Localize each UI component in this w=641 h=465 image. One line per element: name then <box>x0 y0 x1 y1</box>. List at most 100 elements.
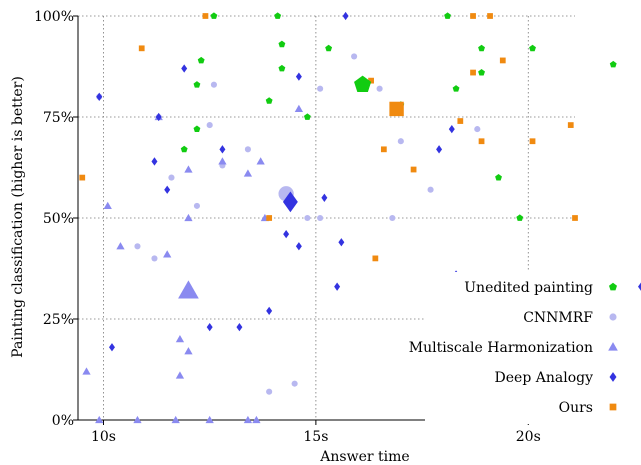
y-axis-label: Painting classification (higher is bette… <box>10 76 26 358</box>
multiscale-harmonization-point <box>95 416 103 423</box>
unedited-painting-point <box>278 65 285 72</box>
cnnmrf-point <box>351 53 357 59</box>
deep-analogy-point <box>449 125 455 133</box>
multiscale-harmonization-point <box>184 165 192 172</box>
x-axis-label: Answer time <box>319 449 409 465</box>
cnnmrf-point <box>245 146 251 152</box>
cnnmrf-point <box>211 82 217 88</box>
unedited-painting-point <box>495 174 502 181</box>
ours-point <box>79 175 85 181</box>
cnnmrf-point <box>151 255 157 261</box>
ours-point <box>487 13 493 19</box>
ours-point <box>381 146 387 152</box>
cnnmrf-point <box>304 215 310 221</box>
legend-label-ours: Ours <box>559 400 593 416</box>
x-tick-label: 10s <box>91 429 116 445</box>
cnnmrf-point <box>389 215 395 221</box>
multiscale-harmonization-point <box>172 416 180 423</box>
x-tick-label: 20s <box>516 429 541 445</box>
deep-analogy-point <box>321 194 327 202</box>
y-tick-label: 25% <box>43 312 74 328</box>
ours-mean-point <box>389 102 403 116</box>
multiscale-harmonization-point <box>82 367 90 374</box>
deep-analogy-point <box>236 323 242 331</box>
deep-analogy-point <box>283 230 289 238</box>
ours-point <box>203 13 209 19</box>
ours-point <box>411 167 417 173</box>
multiscale-harmonization-point <box>257 157 265 164</box>
unedited-painting-point <box>211 12 218 19</box>
unedited-painting-point <box>516 214 523 221</box>
cnnmrf-point <box>194 203 200 209</box>
multiscale-harmonization-point <box>244 416 252 423</box>
unedited-painting-point <box>274 12 281 19</box>
unedited-painting-point <box>453 85 460 92</box>
multiscale-harmonization-point <box>295 105 303 112</box>
multiscale-harmonization-point <box>206 416 214 423</box>
y-tick-label: 75% <box>43 110 74 126</box>
ours-point <box>457 118 463 124</box>
legend-label-deep-analogy: Deep Analogy <box>495 370 594 386</box>
unedited-painting-point <box>194 81 201 88</box>
ours-point <box>572 215 578 221</box>
multiscale-harmonization-point <box>116 242 124 249</box>
x-tick-label: 15s <box>303 429 328 445</box>
cnnmrf-point <box>207 122 213 128</box>
deep-analogy-point <box>164 186 170 194</box>
y-tick-label: 50% <box>43 211 74 227</box>
multiscale-harmonization-point <box>104 202 112 209</box>
deep-analogy-point <box>151 157 157 165</box>
deep-analogy-point <box>436 145 442 153</box>
legend-marker-ours <box>610 404 617 411</box>
legend: Unedited painting CNNMRF Multiscale Harmon… <box>409 272 635 424</box>
ours-point <box>139 45 145 51</box>
cnnmrf-point <box>317 86 323 92</box>
deep-analogy-point <box>96 93 102 101</box>
unedited-painting-point <box>610 61 617 68</box>
ours-point <box>372 256 378 262</box>
unedited-painting-point <box>278 41 285 48</box>
ours-point <box>266 215 272 221</box>
cnnmrf-point <box>317 215 323 221</box>
deep-analogy-point <box>219 145 225 153</box>
ours-point <box>568 122 574 128</box>
ours-point <box>470 70 476 76</box>
multiscale-harmonization-point <box>184 214 192 221</box>
ours-point <box>470 13 476 19</box>
unedited-painting-point <box>325 45 332 52</box>
unedited-painting-point <box>198 57 205 64</box>
unedited-painting-point <box>194 126 201 133</box>
cnnmrf-point <box>377 86 383 92</box>
multiscale-harmonization-point <box>163 250 171 257</box>
deep-analogy-point <box>266 307 272 315</box>
deep-analogy-point <box>296 242 302 250</box>
cnnmrf-point <box>168 175 174 181</box>
unedited-painting-point <box>444 12 451 19</box>
legend-label-unedited-painting: Unedited painting <box>464 280 593 296</box>
ours-point <box>479 138 485 144</box>
multiscale-harmonization-point <box>184 347 192 354</box>
unedited-painting-point <box>304 113 311 120</box>
unedited-painting-point <box>478 69 485 76</box>
cnnmrf-point <box>266 389 272 395</box>
y-tick-label: 0% <box>52 413 74 429</box>
multiscale-harmonization-point <box>252 416 260 423</box>
multiscale-harmonization-point <box>133 416 141 423</box>
cnnmrf-point <box>398 138 404 144</box>
unedited-painting-point <box>181 146 188 153</box>
deep-analogy-point <box>338 238 344 246</box>
multiscale-harmonization-point <box>244 169 252 176</box>
multiscale-harmonization-point <box>176 335 184 342</box>
legend-label-cnnmrf: CNNMRF <box>523 310 593 326</box>
deep-analogy-point <box>181 64 187 72</box>
unedited-painting-point <box>529 45 536 52</box>
ours-point <box>530 138 536 144</box>
deep-analogy-point <box>343 12 349 20</box>
deep-analogy-point <box>296 72 302 80</box>
deep-analogy-point <box>334 283 340 291</box>
cnnmrf-point <box>428 187 434 193</box>
legend-label-multiscale-harmonization: Multiscale Harmonization <box>409 340 593 356</box>
deep-analogy-point <box>207 323 213 331</box>
ours-point <box>500 58 506 64</box>
